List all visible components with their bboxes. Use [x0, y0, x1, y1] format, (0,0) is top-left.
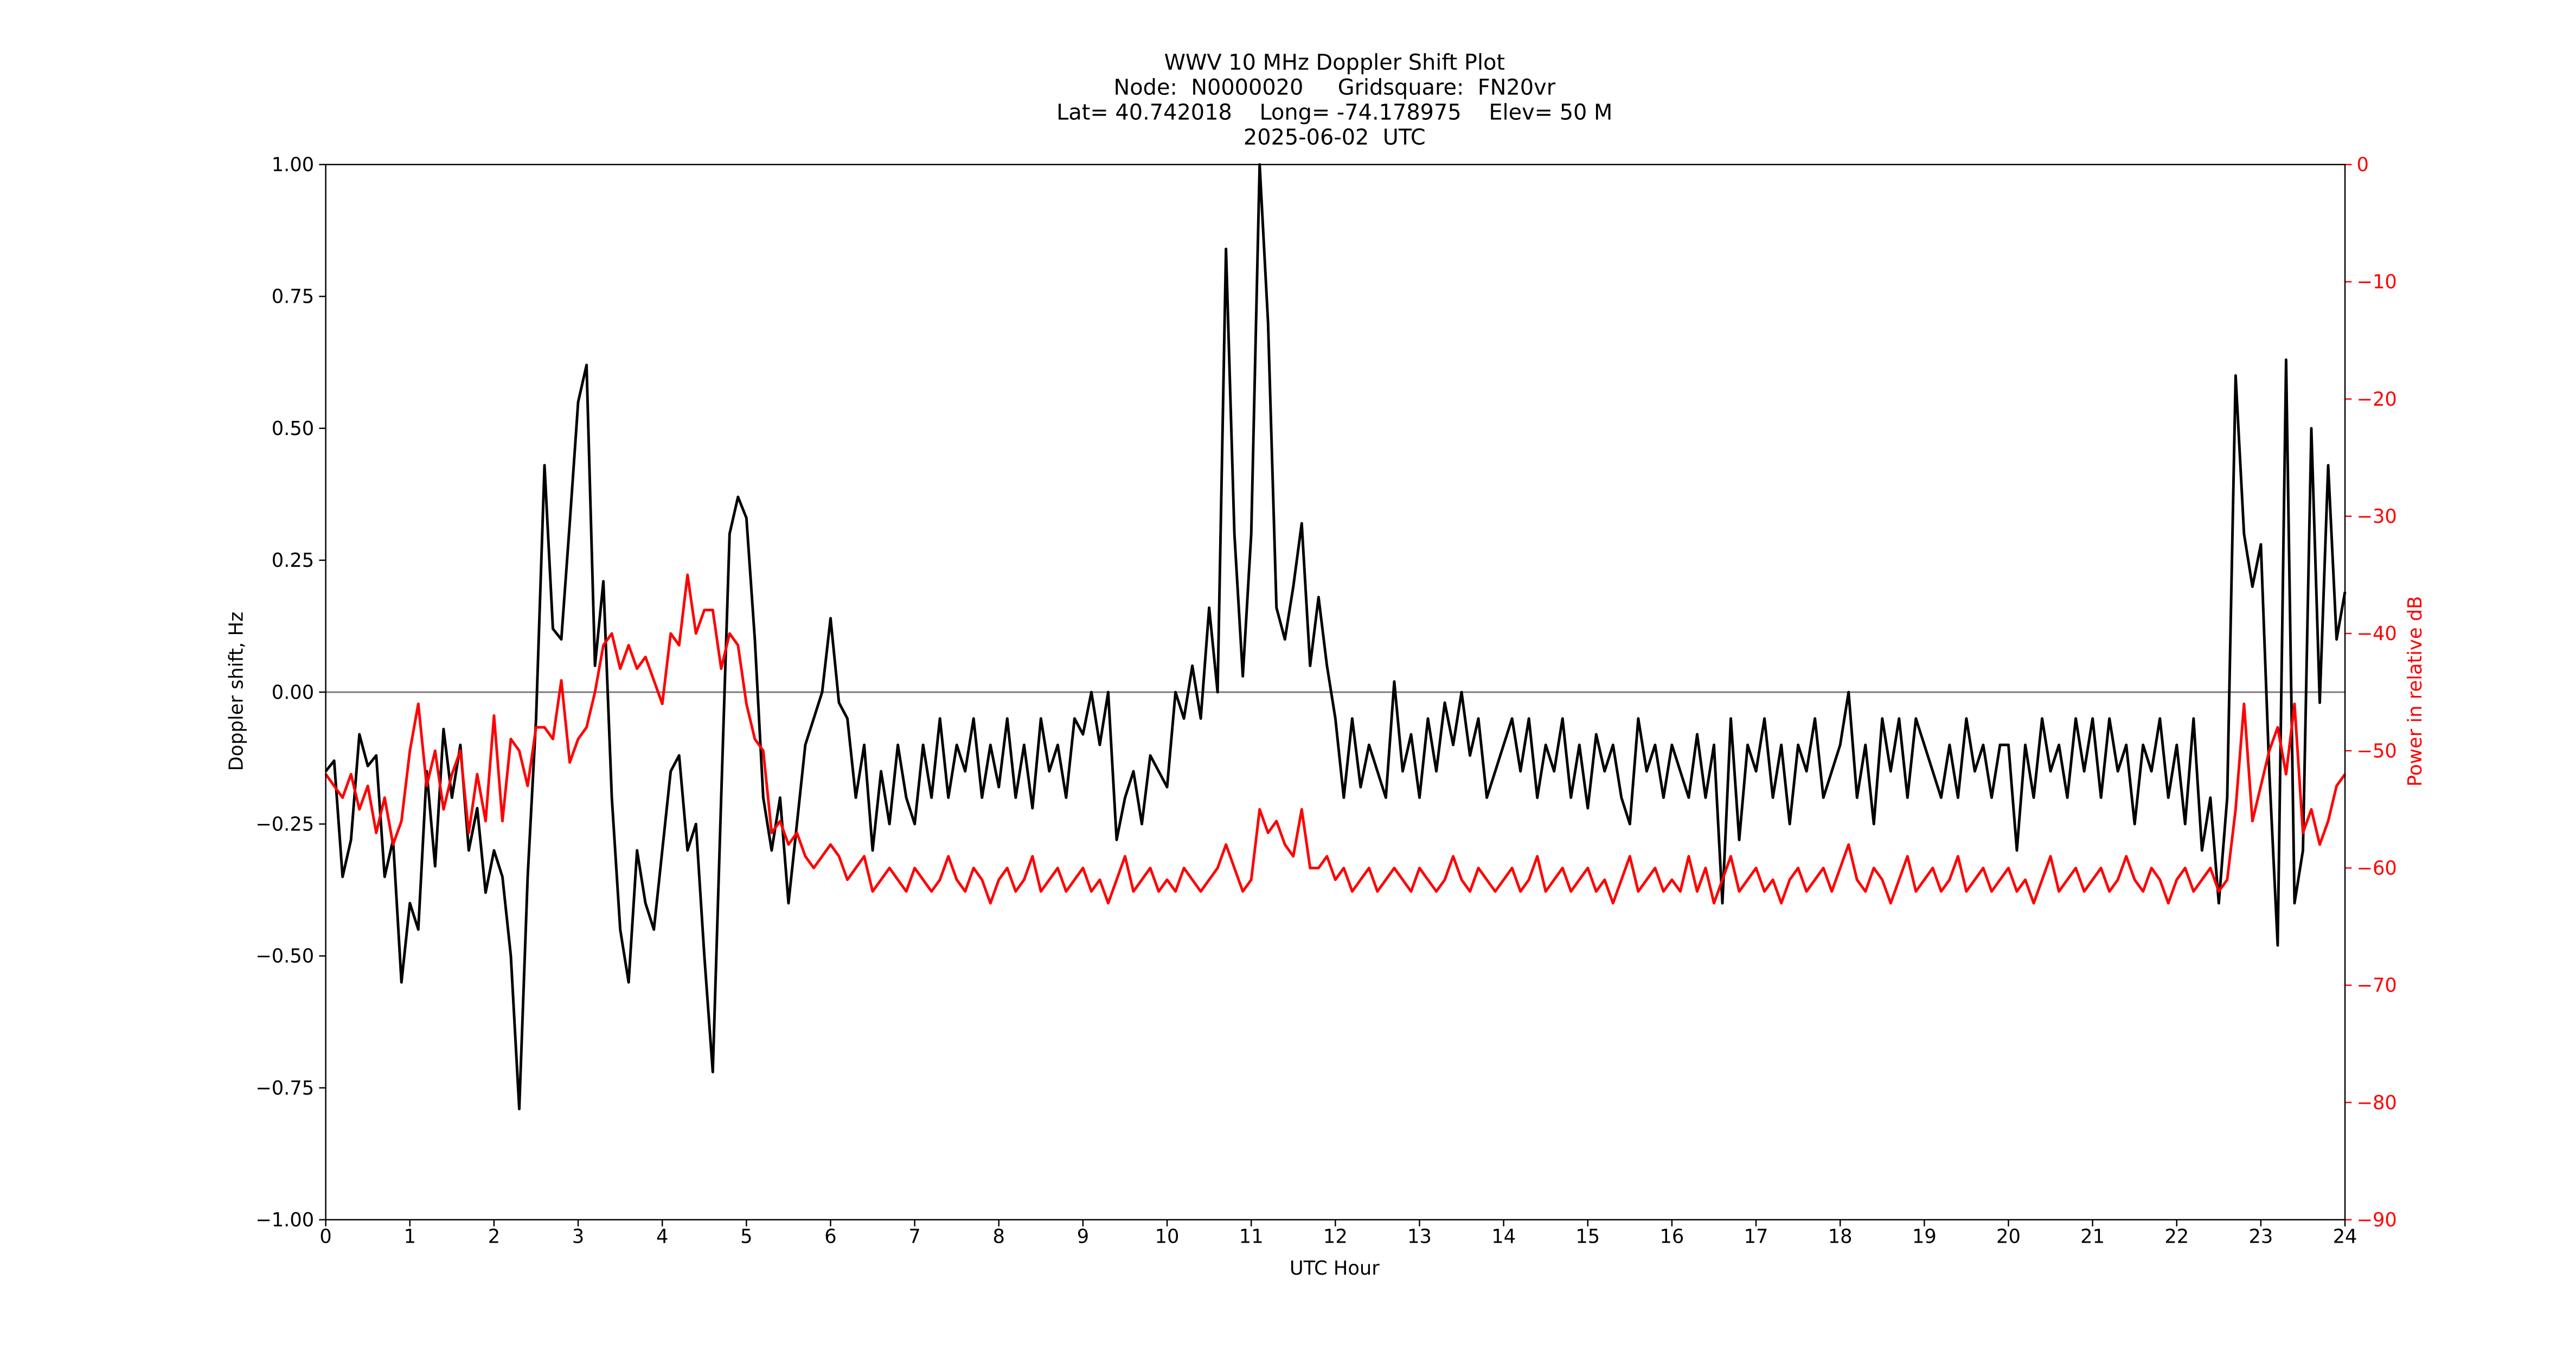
title-line: 2025-06-02 UTC: [1244, 125, 1426, 150]
x-tick-label: 10: [1155, 1226, 1180, 1248]
title-line: Lat= 40.742018 Long= -74.178975 Elev= 50…: [1056, 100, 1612, 125]
x-tick-label: 24: [2333, 1226, 2357, 1248]
y-tick-label: 0.75: [272, 286, 314, 308]
series-line: [324, 573, 2347, 905]
y-tick-label: 0.00: [272, 681, 314, 703]
x-tick-label: 9: [1077, 1226, 1089, 1248]
y2-tick-label: −60: [2356, 858, 2396, 880]
x-tick-label: 15: [1575, 1226, 1600, 1248]
y2-tick-label: 0: [2356, 154, 2368, 176]
x-tick-label: 22: [2164, 1226, 2189, 1248]
x-tick-label: 17: [1744, 1226, 1768, 1248]
y-tick-label: −0.50: [255, 945, 314, 968]
x-tick-label: 16: [1659, 1226, 1684, 1248]
x-tick-label: 13: [1407, 1226, 1432, 1248]
x-tick-label: 1: [404, 1226, 416, 1248]
y-tick-label: 0.25: [272, 549, 314, 572]
x-tick-label: 3: [572, 1226, 584, 1248]
plot-frame: [325, 164, 2346, 1220]
x-tick-label: 19: [1912, 1226, 1937, 1248]
y-tick-label: −0.75: [255, 1077, 314, 1099]
y2-tick-label: −90: [2356, 1209, 2396, 1231]
y2-tick-label: −30: [2356, 506, 2396, 528]
x-tick-label: 0: [319, 1226, 331, 1248]
y2-tick-label: −80: [2356, 1092, 2396, 1114]
x-tick-label: 5: [740, 1226, 752, 1248]
x-tick-label: 23: [2248, 1226, 2273, 1248]
y2-tick-label: −50: [2356, 740, 2396, 762]
x-tick-label: 20: [1996, 1226, 2021, 1248]
y-axis-label: Doppler shift, Hz: [225, 612, 247, 771]
x-tick-label: 11: [1239, 1226, 1264, 1248]
y2-tick-label: −10: [2356, 271, 2396, 293]
x-tick-label: 14: [1491, 1226, 1516, 1248]
y2-tick-label: −70: [2356, 975, 2396, 997]
series-line: [324, 163, 2347, 1110]
x-axis-label: UTC Hour: [1290, 1257, 1380, 1280]
title-line: Node: N0000020 Gridsquare: FN20vr: [1114, 75, 1556, 100]
title-line: WWV 10 MHz Doppler Shift Plot: [1164, 50, 1505, 75]
x-tick-label: 7: [908, 1226, 920, 1248]
x-tick-label: 4: [656, 1226, 668, 1248]
x-tick-label: 12: [1323, 1226, 1348, 1248]
y2-tick-label: −20: [2356, 388, 2396, 411]
x-tick-label: 2: [488, 1226, 500, 1248]
y-tick-label: 0.50: [272, 418, 314, 440]
y-tick-label: −1.00: [255, 1209, 314, 1231]
x-tick-label: 8: [993, 1226, 1005, 1248]
y2-axis-label: Power in relative dB: [2404, 596, 2426, 787]
x-tick-label: 21: [2080, 1226, 2105, 1248]
y-tick-label: 1.00: [272, 154, 314, 176]
y2-tick-label: −40: [2356, 623, 2396, 645]
y-tick-label: −0.25: [255, 813, 314, 835]
x-tick-label: 6: [824, 1226, 836, 1248]
x-tick-label: 18: [1828, 1226, 1853, 1248]
